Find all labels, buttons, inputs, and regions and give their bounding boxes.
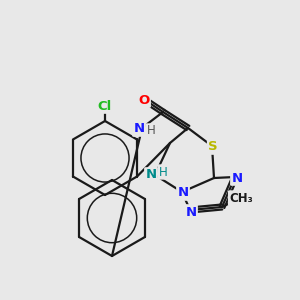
Text: N: N [134,122,145,136]
Text: O: O [138,94,150,106]
Text: H: H [159,166,167,178]
Text: S: S [208,140,218,154]
Text: CH₃: CH₃ [229,191,253,205]
Text: N: N [231,172,243,184]
Text: N: N [185,206,197,218]
Text: Cl: Cl [97,100,111,112]
Text: H: H [147,124,155,137]
Text: N: N [177,187,189,200]
Text: N: N [146,169,157,182]
